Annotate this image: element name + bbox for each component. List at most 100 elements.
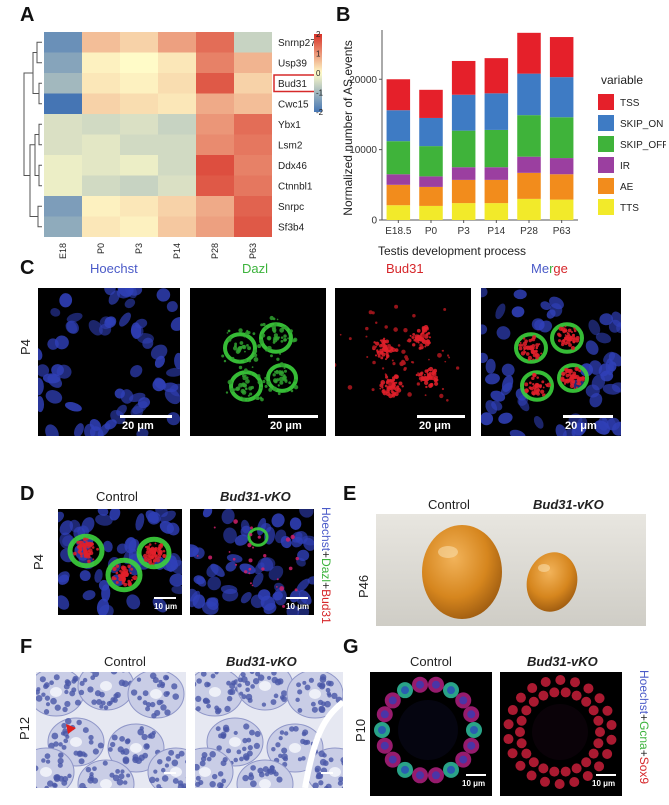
heatmap-cell bbox=[120, 93, 158, 114]
nucleus bbox=[110, 409, 126, 425]
stacked-bar-chart: 0 10000 20000 E18.5 P0 P3 P14 P28 P63 Normalized… bbox=[341, 30, 666, 258]
heatmap-cell bbox=[234, 93, 272, 114]
tubule-cell bbox=[538, 690, 549, 701]
heatmap-column-label: P28 bbox=[210, 243, 220, 259]
signal-speck bbox=[262, 379, 266, 384]
signal-speck bbox=[232, 346, 238, 351]
signal-speck bbox=[418, 346, 422, 350]
signal-speck bbox=[279, 352, 282, 355]
signal-speck bbox=[233, 519, 238, 524]
bar-segment-skip-on bbox=[386, 110, 411, 142]
heatmap-column-label: P63 bbox=[248, 243, 258, 259]
nucleus bbox=[595, 332, 612, 344]
signal-speck bbox=[387, 381, 393, 386]
bar-segment-ae bbox=[517, 172, 541, 199]
signal-speck bbox=[524, 382, 529, 387]
signal-speck bbox=[525, 352, 530, 356]
cytoplasm-ring bbox=[247, 527, 269, 547]
signal-speck bbox=[535, 346, 539, 350]
heatmap-cell bbox=[158, 196, 196, 217]
signal-speck bbox=[238, 359, 241, 362]
panel-letter-g: G bbox=[343, 636, 359, 658]
signal-speck bbox=[257, 535, 261, 539]
signal-speck bbox=[271, 327, 277, 333]
signal-speck bbox=[563, 382, 567, 385]
signal-speck bbox=[391, 393, 395, 397]
nucleus bbox=[496, 326, 511, 340]
dendrogram-branch bbox=[36, 41, 42, 64]
bar-segment-skip-off bbox=[549, 117, 574, 159]
signal-speck bbox=[381, 367, 385, 370]
legend-swatch bbox=[598, 178, 614, 194]
e-ko-label: Bud31-vKO bbox=[533, 497, 604, 512]
signal-speck bbox=[558, 333, 562, 338]
nucleus bbox=[588, 319, 601, 336]
nucleus bbox=[171, 585, 182, 595]
bar-segment-ae bbox=[549, 174, 574, 200]
signal-speck bbox=[575, 338, 580, 343]
signal-speck bbox=[275, 369, 279, 373]
nucleus bbox=[103, 540, 113, 553]
signal-speck bbox=[394, 304, 399, 309]
nucleus bbox=[481, 288, 488, 298]
heatmap-cell bbox=[158, 114, 196, 135]
nucleus bbox=[124, 288, 137, 299]
signal-speck bbox=[244, 374, 247, 377]
signal-speck bbox=[293, 378, 297, 382]
signal-speck bbox=[386, 356, 389, 359]
tubule-cell bbox=[582, 770, 593, 781]
signal-speck bbox=[118, 574, 123, 579]
nucleus bbox=[65, 321, 78, 334]
heatmap-cell bbox=[82, 73, 120, 94]
signal-speck bbox=[392, 362, 396, 366]
nucleus bbox=[98, 579, 110, 591]
signal-speck bbox=[86, 552, 91, 557]
signal-speck bbox=[85, 542, 90, 547]
signal-speck bbox=[225, 391, 229, 394]
heatmap-cell bbox=[196, 155, 234, 176]
signal-speck bbox=[208, 555, 213, 560]
cytoplasm-ring bbox=[514, 332, 548, 364]
heatmap-colorbar bbox=[314, 34, 322, 112]
signal-speck bbox=[396, 388, 402, 393]
signal-speck bbox=[391, 359, 394, 362]
tubule-cell bbox=[571, 690, 582, 701]
heatmap-cell bbox=[44, 134, 82, 155]
heatmap-cell bbox=[234, 134, 272, 155]
nucleus bbox=[50, 308, 61, 317]
heatmap-cell bbox=[120, 52, 158, 73]
c-row-label: P4 bbox=[18, 339, 33, 355]
legend-entry: SKIP_ON bbox=[620, 119, 663, 130]
signal-speck bbox=[429, 369, 431, 372]
heatmap-row-label: Snrnp27 bbox=[278, 38, 316, 49]
heatmap-cell bbox=[120, 216, 158, 237]
colorbar-tick-label: -2 bbox=[316, 108, 324, 117]
nucleus bbox=[485, 358, 496, 374]
bar-segment-tts bbox=[419, 205, 443, 220]
signal-speck bbox=[443, 307, 447, 311]
signal-speck bbox=[384, 384, 388, 388]
signal-speck bbox=[244, 368, 248, 373]
signal-speck bbox=[569, 383, 575, 389]
signal-speck bbox=[439, 393, 444, 399]
chart-axes bbox=[381, 30, 578, 221]
dendrogram-branch bbox=[34, 134, 39, 176]
heatmap-cell bbox=[44, 32, 82, 53]
signal-speck bbox=[245, 376, 249, 380]
signal-speck bbox=[523, 350, 527, 354]
heatmap-cell bbox=[234, 216, 272, 237]
signal-speck bbox=[393, 327, 398, 332]
signal-speck bbox=[339, 333, 342, 336]
nucleus bbox=[81, 517, 95, 533]
signal-speck bbox=[125, 573, 128, 576]
signal-speck bbox=[247, 346, 252, 351]
c-title-merge: Merge bbox=[531, 261, 568, 276]
signal-speck bbox=[532, 372, 537, 377]
signal-speck bbox=[366, 355, 369, 359]
nucleus bbox=[59, 520, 74, 536]
nucleus bbox=[240, 592, 252, 604]
d-control-label: Control bbox=[96, 489, 138, 504]
signal-speck bbox=[159, 543, 164, 548]
signal-speck bbox=[532, 382, 535, 386]
nucleus bbox=[268, 565, 284, 581]
